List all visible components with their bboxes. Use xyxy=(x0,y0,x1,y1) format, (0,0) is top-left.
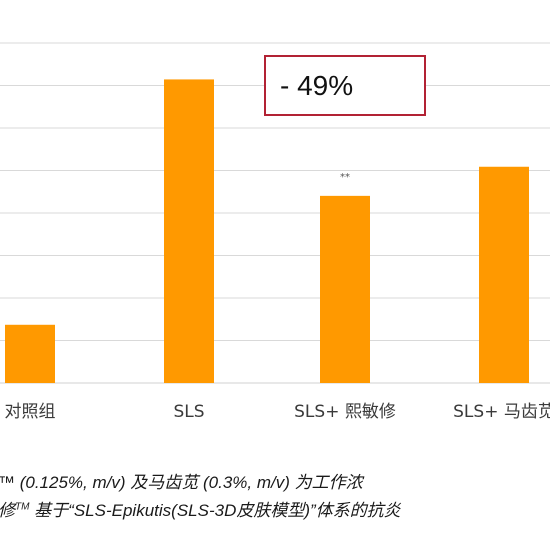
caption-line-2-tm: TM xyxy=(15,501,30,513)
category-label: 对照组 xyxy=(5,402,56,422)
bar xyxy=(479,166,529,383)
bar xyxy=(320,195,370,383)
category-labels: 对照组 SLS SLS+ 熙敏修 SLS+ 马齿苋 xyxy=(5,402,550,422)
caption-line-1: ™ (0.125%, m/v) 及马齿苋 (0.3%, m/v) 为工作浓 xyxy=(0,468,550,493)
reduction-callout: - 49% xyxy=(264,55,426,116)
bar xyxy=(164,79,214,384)
caption-line-2-pre: 修 xyxy=(0,501,15,520)
bar xyxy=(5,324,55,383)
caption-line-2-text: 基于“SLS-Epikutis(SLS-3D皮肤模型)”体系的抗炎 xyxy=(29,501,401,520)
reduction-callout-text: - 49% xyxy=(280,70,354,101)
category-label: SLS xyxy=(173,402,204,422)
category-label: SLS+ 马齿苋 xyxy=(453,402,550,422)
bars xyxy=(5,79,529,384)
caption-line-1-tm: ™ xyxy=(0,473,15,492)
gridlines xyxy=(0,42,550,384)
significance-label: ** xyxy=(340,172,350,183)
caption-line-2: 修TM 基于“SLS-Epikutis(SLS-3D皮肤模型)”体系的抗炎 xyxy=(0,496,550,521)
annotations: ** xyxy=(340,172,350,183)
category-label: SLS+ 熙敏修 xyxy=(294,402,396,422)
caption-line-1-text: (0.125%, m/v) 及马齿苋 (0.3%, m/v) 为工作浓 xyxy=(15,473,363,492)
